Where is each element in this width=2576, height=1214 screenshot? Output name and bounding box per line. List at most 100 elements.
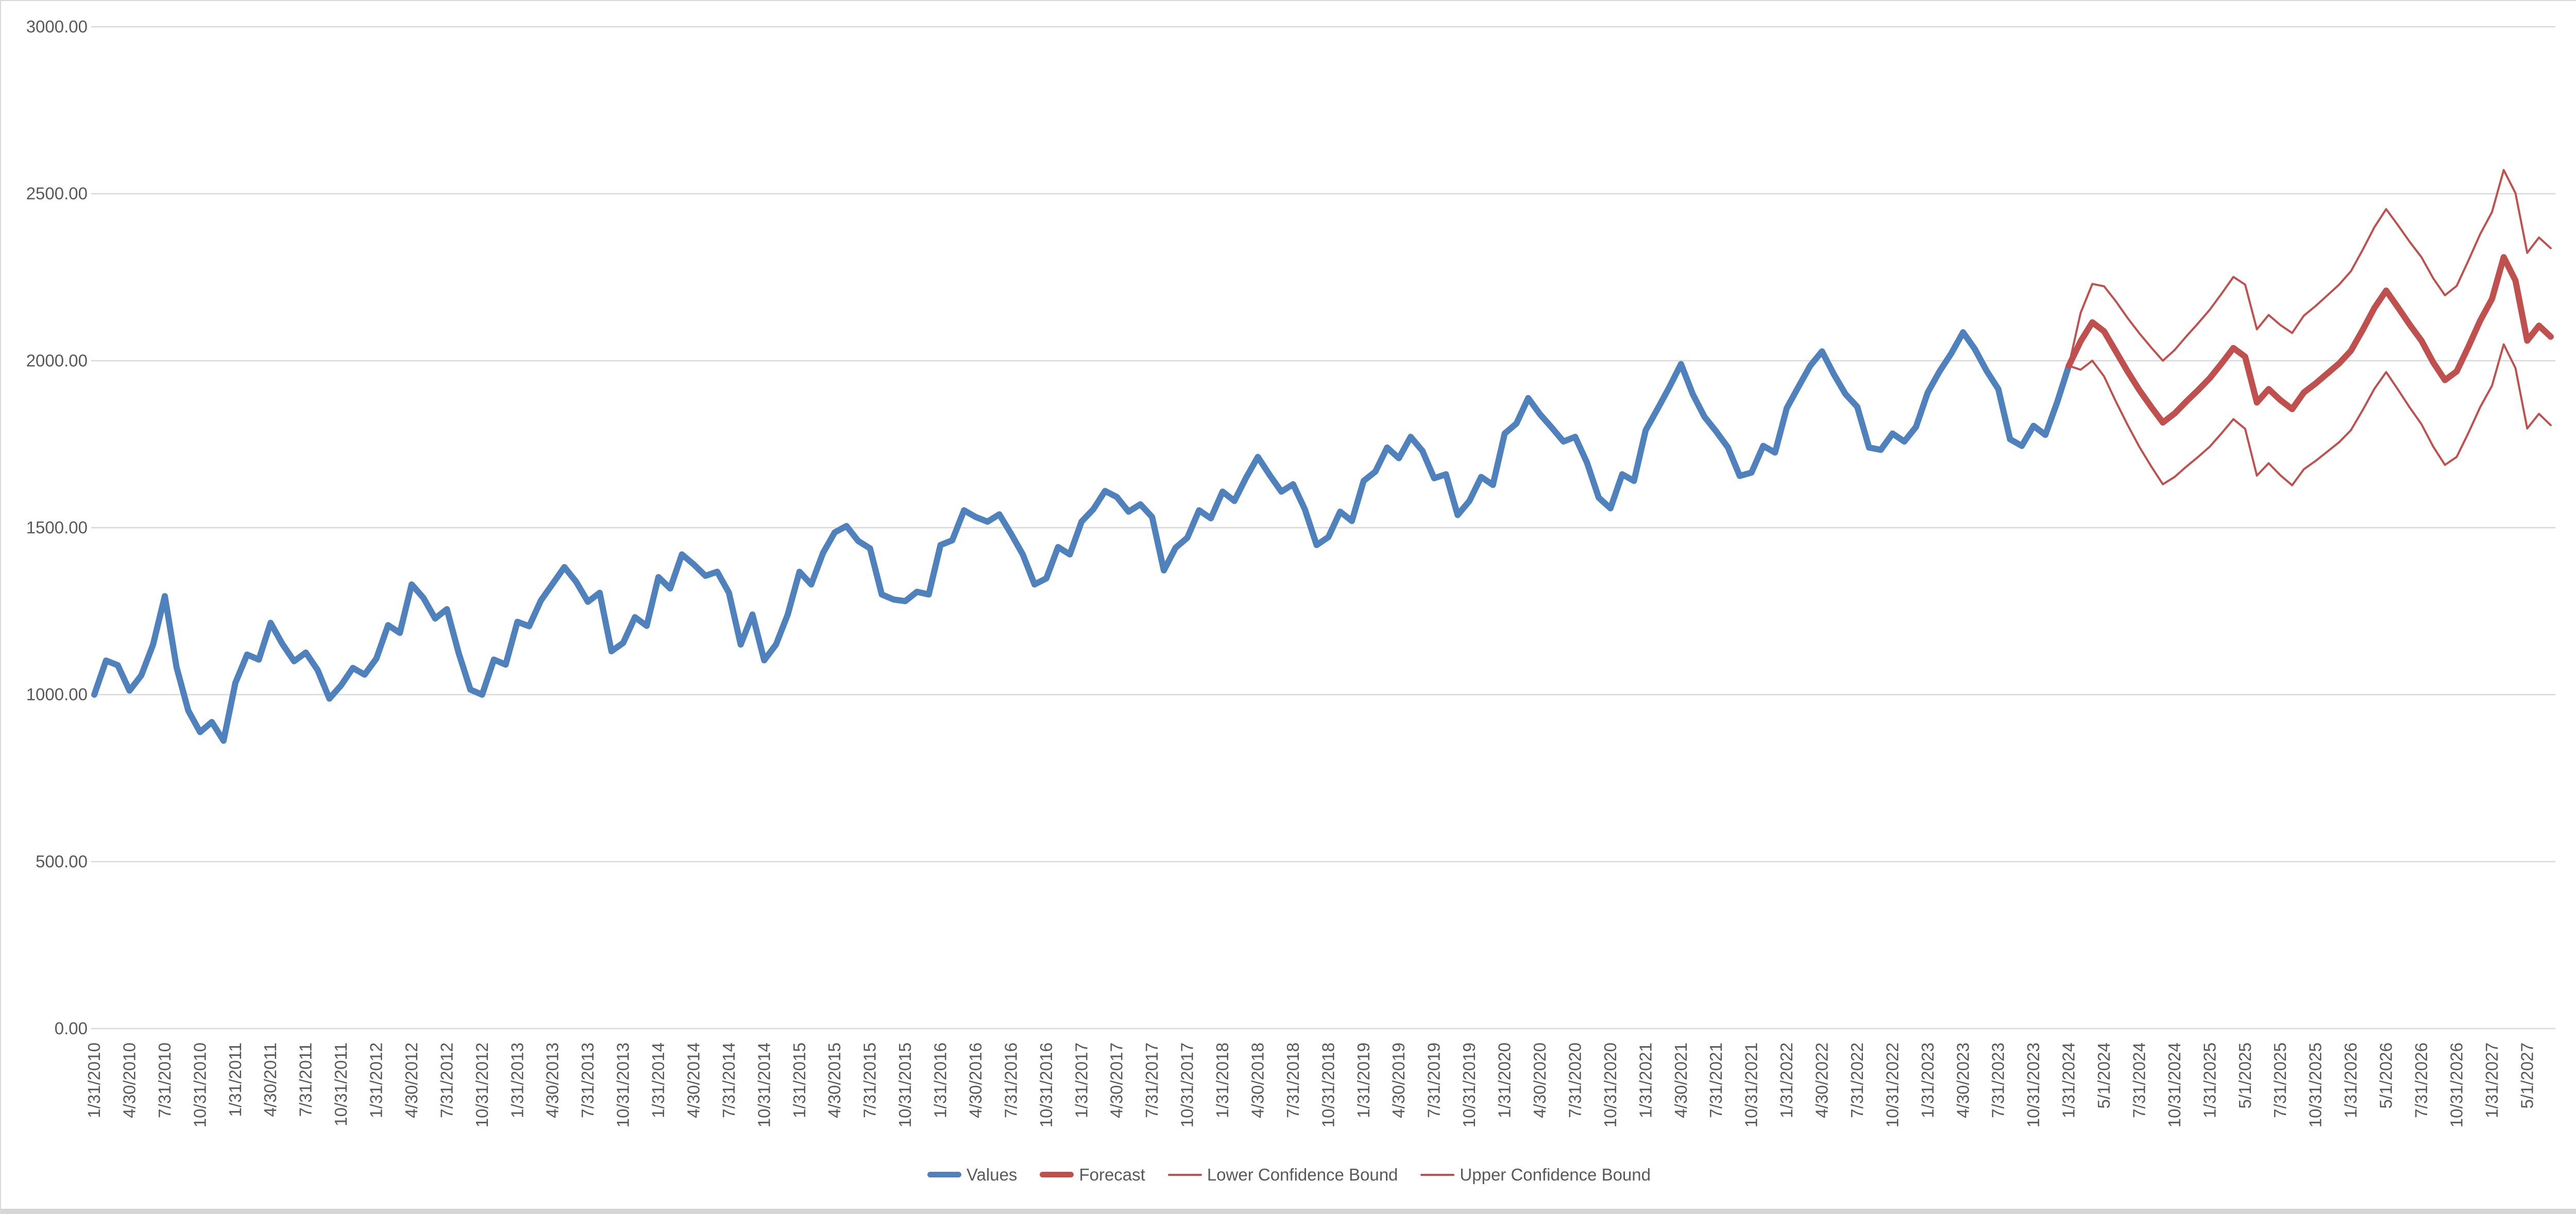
x-tick-label: 4/30/2012 (402, 1042, 421, 1118)
forecast-line-swatch (1040, 1172, 1074, 1177)
y-tick-label: 1000.00 (26, 685, 88, 704)
x-tick-label: 7/31/2012 (437, 1042, 456, 1118)
x-tick-label: 1/31/2021 (1636, 1042, 1655, 1118)
x-tick-label: 7/31/2021 (1706, 1042, 1725, 1118)
x-tick-label: 1/31/2013 (507, 1042, 527, 1118)
x-tick-label: 4/30/2019 (1389, 1042, 1408, 1118)
x-tick-label: 1/31/2026 (2341, 1042, 2360, 1118)
y-tick-label: 500.00 (36, 852, 88, 871)
x-tick-label: 4/30/2020 (1530, 1042, 1549, 1118)
x-tick-label: 10/31/2017 (1178, 1042, 1197, 1127)
x-tick-label: 4/30/2010 (120, 1042, 139, 1118)
x-tick-label: 7/31/2019 (1425, 1042, 1444, 1118)
x-tick-label: 4/30/2011 (261, 1042, 280, 1117)
series-line-lower-confidence-bound[interactable] (2067, 343, 2552, 487)
x-tick-label: 1/31/2010 (84, 1042, 104, 1118)
x-tick-label: 10/31/2026 (2447, 1042, 2466, 1127)
x-tick-label: 10/31/2022 (1883, 1042, 1902, 1127)
x-tick-label: 7/31/2022 (1848, 1042, 1867, 1118)
legend-item-forecast[interactable]: Forecast (1040, 1166, 1145, 1183)
y-tick-label: 1500.00 (26, 518, 88, 537)
x-tick-label: 7/31/2026 (2412, 1042, 2431, 1118)
x-tick-label: 4/30/2015 (825, 1042, 844, 1118)
lower-bound-line-swatch (1167, 1173, 1202, 1176)
x-tick-label: 7/31/2013 (578, 1042, 597, 1118)
x-tick-label: 1/31/2019 (1354, 1042, 1373, 1118)
x-tick-label: 4/30/2017 (1107, 1042, 1126, 1118)
legend-item-values[interactable]: Values (927, 1166, 1017, 1183)
x-tick-label: 7/31/2020 (1565, 1042, 1584, 1118)
x-tick-label: 1/31/2023 (1918, 1042, 1937, 1118)
x-tick-label: 1/31/2024 (2059, 1042, 2078, 1118)
series-line-forecast[interactable] (2065, 254, 2554, 426)
gridlines (91, 26, 2555, 1030)
x-tick-label: 4/30/2021 (1671, 1042, 1690, 1118)
chart-legend: Values Forecast Lower Confidence Bound U… (1, 1166, 2576, 1183)
x-tick-label: 1/31/2020 (1495, 1042, 1514, 1118)
legend-label-values: Values (966, 1165, 1018, 1184)
x-tick-label: 1/31/2022 (1777, 1042, 1796, 1118)
x-tick-label: 7/31/2025 (2270, 1042, 2290, 1118)
y-tick-label: 0.00 (55, 1019, 88, 1038)
x-tick-label: 1/31/2027 (2482, 1042, 2501, 1118)
legend-label-forecast: Forecast (1079, 1165, 1145, 1184)
series-line-values[interactable] (91, 329, 2072, 744)
x-tick-label: 4/30/2022 (1812, 1042, 1832, 1118)
legend-item-lower-bound[interactable]: Lower Confidence Bound (1167, 1165, 1398, 1184)
x-tick-label: 4/30/2018 (1248, 1042, 1267, 1118)
x-tick-label: 7/31/2017 (1142, 1042, 1161, 1118)
x-tick-label: 10/31/2023 (2024, 1042, 2043, 1127)
x-tick-label: 5/1/2026 (2377, 1042, 2396, 1108)
x-tick-label: 7/31/2024 (2129, 1042, 2148, 1118)
x-tick-label: 7/31/2016 (1001, 1042, 1020, 1118)
x-tick-label: 1/31/2016 (931, 1042, 950, 1118)
x-tick-label: 7/31/2018 (1283, 1042, 1302, 1118)
x-tick-label: 7/31/2010 (155, 1042, 174, 1118)
x-tick-label: 1/31/2017 (1072, 1042, 1091, 1118)
x-tick-label: 10/31/2019 (1460, 1042, 1479, 1127)
x-tick-label: 5/1/2024 (2094, 1042, 2113, 1108)
x-tick-label: 4/30/2023 (1953, 1042, 1972, 1118)
window-edge-strip (1, 1209, 2576, 1214)
x-tick-label: 1/31/2011 (226, 1042, 245, 1117)
x-tick-label: 7/31/2023 (1989, 1042, 2008, 1118)
values-line-swatch (927, 1172, 961, 1177)
y-axis-labels[interactable]: 3000.00 2500.00 2000.00 1500.00 1000.00 500.0… (26, 17, 88, 1038)
x-tick-label: 10/31/2021 (1742, 1042, 1761, 1127)
x-tick-label: 10/31/2016 (1037, 1042, 1056, 1127)
x-tick-label: 10/31/2020 (1601, 1042, 1620, 1127)
x-tick-label: 10/31/2024 (2165, 1042, 2184, 1127)
legend-item-upper-bound[interactable]: Upper Confidence Bound (1420, 1166, 1651, 1183)
x-tick-label: 10/31/2012 (472, 1042, 492, 1127)
x-tick-label: 5/1/2025 (2235, 1042, 2255, 1108)
x-tick-label: 7/31/2014 (719, 1042, 738, 1118)
x-tick-label: 1/31/2014 (649, 1042, 668, 1118)
series-line-upper-confidence-bound[interactable] (2067, 169, 2552, 367)
x-tick-label: 1/31/2015 (790, 1042, 809, 1118)
x-tick-label: 10/31/2015 (895, 1042, 914, 1127)
x-tick-label: 10/31/2010 (190, 1042, 209, 1127)
legend-label-lower-bound: Lower Confidence Bound (1207, 1165, 1398, 1184)
x-tick-label: 5/1/2027 (2517, 1042, 2536, 1108)
x-tick-label: 10/31/2014 (754, 1042, 773, 1127)
x-tick-label: 7/31/2015 (860, 1042, 879, 1118)
x-tick-label: 4/30/2016 (966, 1042, 985, 1118)
x-tick-label: 10/31/2013 (614, 1042, 633, 1127)
x-tick-label: 10/31/2011 (331, 1042, 350, 1126)
upper-bound-line-swatch (1420, 1173, 1455, 1176)
x-tick-label: 7/31/2011 (296, 1042, 315, 1117)
x-tick-label: 1/31/2012 (367, 1042, 386, 1118)
x-tick-label: 4/30/2013 (543, 1042, 562, 1118)
x-tick-label: 1/31/2018 (1213, 1042, 1232, 1118)
legend-label-upper-bound: Upper Confidence Bound (1460, 1165, 1651, 1184)
x-axis-labels[interactable]: 1/31/2010 4/30/2010 7/31/2010 10/31/2010 1/3… (84, 1042, 2536, 1127)
x-tick-label: 1/31/2025 (2200, 1042, 2219, 1118)
y-tick-label: 3000.00 (26, 17, 88, 36)
y-tick-label: 2000.00 (26, 351, 88, 370)
y-tick-label: 2500.00 (26, 184, 88, 203)
x-tick-label: 4/30/2014 (684, 1042, 703, 1118)
x-tick-label: 10/31/2018 (1318, 1042, 1337, 1127)
x-tick-label: 10/31/2025 (2306, 1042, 2325, 1127)
